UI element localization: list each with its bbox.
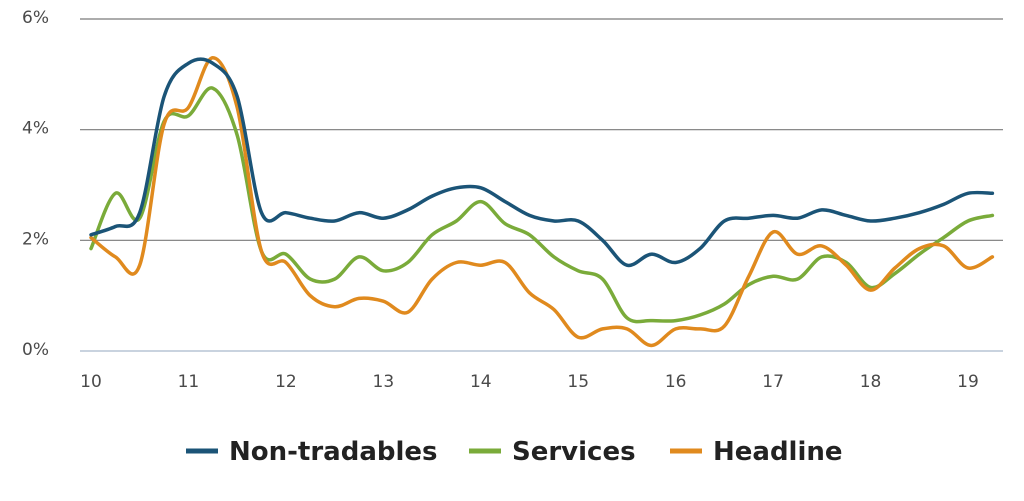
- series-line-services: [89, 86, 995, 324]
- legend-label: Services: [512, 437, 636, 467]
- x-tick-label: 15: [567, 372, 589, 392]
- x-axis-tick-labels: 10 11 12 13 14 15 16 17 18 19: [80, 372, 979, 392]
- x-tick-label: 12: [275, 372, 297, 392]
- legend-label: Headline: [713, 437, 843, 467]
- legend: Non-tradables Services Headline: [186, 437, 843, 467]
- y-tick-label: 0%: [22, 340, 49, 360]
- y-tick-label: 4%: [22, 119, 49, 139]
- series-line-headline: [89, 55, 995, 348]
- y-tick-label: 2%: [22, 229, 49, 249]
- x-tick-label: 17: [762, 372, 784, 392]
- x-tick-label: 18: [860, 372, 882, 392]
- y-axis-tick-labels: 0% 2% 4% 6%: [22, 8, 49, 360]
- series-lines: [89, 55, 995, 348]
- x-tick-label: 16: [665, 372, 687, 392]
- legend-label: Non-tradables: [229, 437, 438, 467]
- y-tick-label: 6%: [22, 8, 49, 28]
- x-tick-label: 11: [178, 372, 200, 392]
- x-tick-label: 13: [373, 372, 395, 392]
- x-tick-label: 19: [957, 372, 979, 392]
- series-line-non-tradables: [89, 57, 995, 268]
- x-tick-label: 10: [80, 372, 102, 392]
- x-tick-label: 14: [470, 372, 492, 392]
